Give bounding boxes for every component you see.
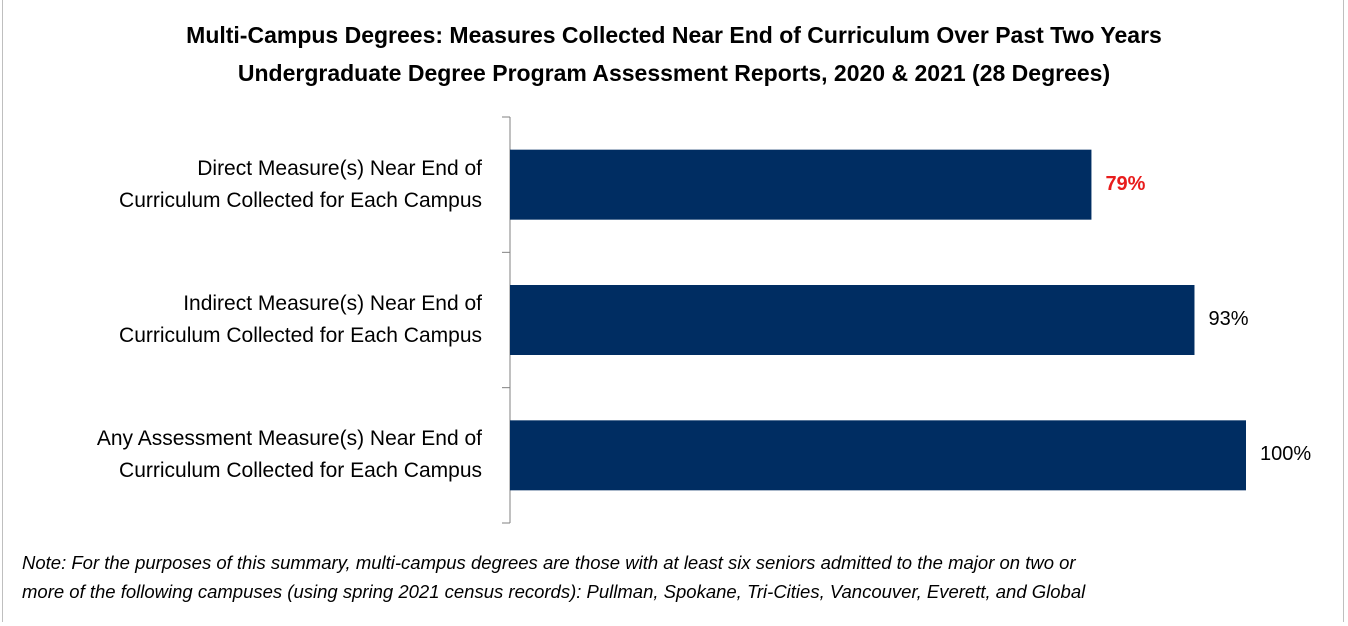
chart-title: Multi-Campus Degrees: Measures Collected… <box>186 22 1162 48</box>
category-label: Indirect Measure(s) Near End of Curricul… <box>119 292 482 347</box>
bar <box>510 420 1246 491</box>
category-label: Direct Measure(s) Near End of Curriculum… <box>119 156 482 212</box>
value-label: 79% <box>1105 172 1146 195</box>
bar <box>510 149 1092 220</box>
category-label: Any Assessment Measure(s) Near End of Cu… <box>96 427 482 483</box>
chart-subtitle: Undergraduate Degree Program Assessment … <box>237 60 1111 86</box>
value-label: 100% <box>1260 443 1312 466</box>
note: Note: For the purposes of this summary, … <box>22 552 1086 602</box>
value-label: 93% <box>1208 308 1249 330</box>
bar <box>510 285 1195 355</box>
